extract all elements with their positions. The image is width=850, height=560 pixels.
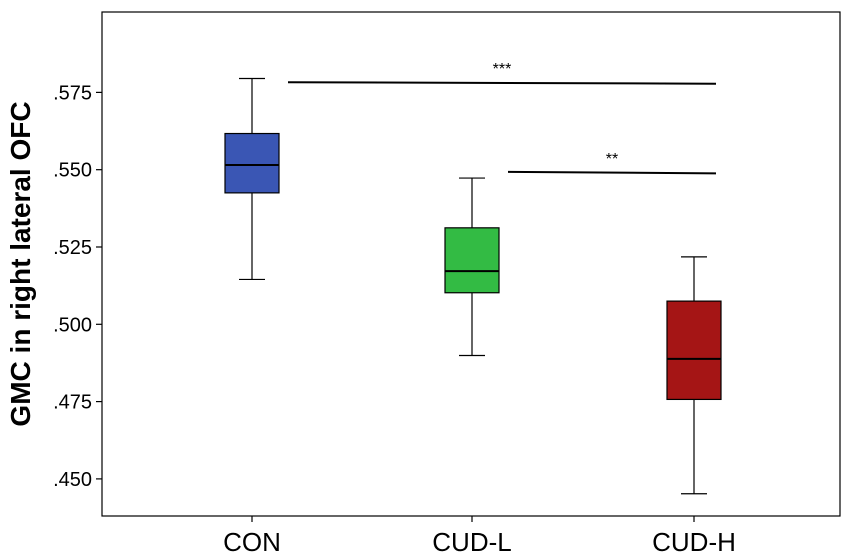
iqr-box [224,132,280,194]
significance-bars: ***** [287,61,717,175]
y-tick-label: .500 [53,314,92,336]
x-category-label: CUD-L [432,527,511,557]
x-axis-categories: CON CUD-L CUD-H [223,516,736,557]
iqr-box [666,300,722,401]
significance-cud-l-cud-h: ** [507,151,717,175]
plot-frame [101,11,841,517]
significance-line [507,170,717,175]
significance-label: *** [493,61,512,78]
significance-label: ** [606,151,618,168]
y-axis-title: GMC in right lateral OFC [5,101,36,426]
y-tick-label: .450 [53,469,92,491]
box-cud-h [666,256,722,495]
y-tick-label: .575 [53,82,92,104]
boxes [224,77,722,495]
y-tick-label: .525 [53,237,92,259]
box-cud-l [444,177,500,357]
x-category-label: CUD-H [652,527,736,557]
significance-line [287,81,717,85]
y-tick-label: .475 [53,392,92,414]
y-tick-label: .550 [53,160,92,182]
y-axis-ticks: .450 .475 .500 .525 .550 .575 [53,82,102,491]
box-con [224,77,280,281]
iqr-box [444,227,500,294]
significance-con-cud-h: *** [287,61,717,85]
x-category-label: CON [223,527,281,557]
